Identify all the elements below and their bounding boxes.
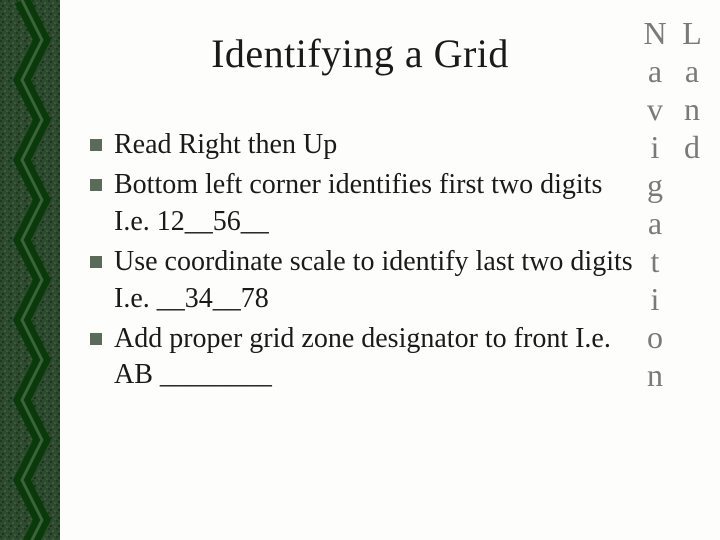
bullet-text: Add proper grid zone designator to front…	[114, 321, 640, 394]
bullet-text: Bottom left corner identifies first two …	[114, 167, 640, 240]
slide-content: Identifying a Grid Read Right then Up Bo…	[80, 0, 640, 540]
slide-title: Identifying a Grid	[80, 30, 640, 77]
sidebar-label-top: Land	[674, 15, 710, 167]
bullet-marker-icon	[90, 256, 102, 268]
bullet-text: Use coordinate scale to identify last tw…	[114, 244, 640, 317]
list-item: Read Right then Up	[90, 127, 640, 163]
bullet-marker-icon	[90, 179, 102, 191]
sidebar-label: LandNavigation	[636, 15, 710, 540]
bullet-marker-icon	[90, 333, 102, 345]
list-item: Bottom left corner identifies first two …	[90, 167, 640, 240]
list-item: Add proper grid zone designator to front…	[90, 321, 640, 394]
left-decoration	[0, 0, 60, 540]
bullet-text: Read Right then Up	[114, 127, 337, 163]
sidebar-label-bottom: Navigation	[637, 15, 673, 395]
bullet-list: Read Right then Up Bottom left corner id…	[80, 127, 640, 394]
bullet-marker-icon	[90, 139, 102, 151]
list-item: Use coordinate scale to identify last tw…	[90, 244, 640, 317]
